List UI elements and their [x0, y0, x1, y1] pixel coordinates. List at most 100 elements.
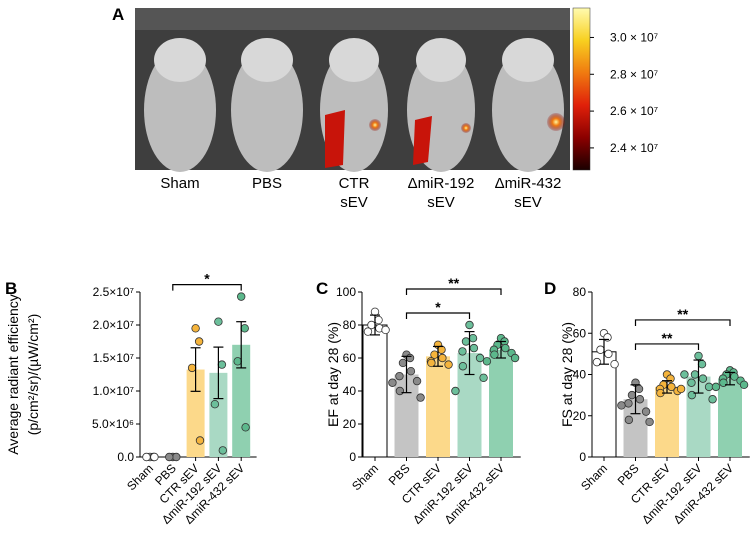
y-axis-label: FS at day 28 (%) — [559, 322, 575, 427]
x-tick-label: Sham — [124, 461, 156, 493]
data-point — [667, 382, 676, 392]
x-tick-label: Sham — [349, 461, 381, 493]
y-tick-label: 0 — [349, 450, 356, 464]
data-point — [363, 327, 373, 336]
colorbar-tick-label: 2.6 × 10⁷ — [610, 104, 658, 118]
data-point — [698, 374, 708, 383]
group-label: sEV — [340, 194, 368, 211]
data-point — [676, 384, 686, 394]
group-label: ΔmiR-192 — [408, 175, 475, 192]
data-point — [596, 345, 605, 354]
data-point — [451, 386, 460, 396]
panel-label: D — [544, 279, 556, 298]
significance-bracket — [405, 312, 471, 319]
bar — [362, 324, 388, 458]
data-point — [412, 376, 422, 386]
y-tick-label: 20 — [573, 409, 587, 423]
y-tick-label: 80 — [343, 318, 357, 332]
data-point — [704, 382, 714, 392]
data-point — [635, 395, 645, 404]
data-point — [233, 357, 242, 366]
data-point — [150, 452, 159, 462]
group-label: ΔmiR-432 — [495, 175, 562, 192]
data-point — [427, 358, 436, 368]
data-point — [405, 353, 415, 363]
data-point — [187, 363, 197, 373]
significance-bracket — [634, 319, 731, 326]
data-point — [142, 452, 151, 462]
y-tick-label: 40 — [573, 368, 587, 382]
colorbar-tick-label: 2.4 × 10⁷ — [610, 141, 658, 155]
data-point — [627, 390, 637, 400]
data-point — [739, 380, 749, 390]
significance-label: * — [435, 299, 441, 315]
data-point — [680, 370, 689, 379]
data-point — [236, 292, 246, 301]
data-point — [218, 446, 227, 455]
data-point — [194, 337, 204, 346]
colorbar-tick-label: 3.0 × 10⁷ — [610, 30, 658, 44]
data-point — [708, 395, 717, 404]
mouse-images — [135, 8, 570, 172]
data-point — [490, 350, 499, 359]
data-point — [592, 357, 602, 367]
data-point — [617, 401, 626, 410]
y-axis-label: (p/cm²/sr)/(µW/cm²) — [25, 314, 41, 436]
bar — [209, 372, 228, 457]
y-axis-label: Average radiant efficiency — [5, 294, 21, 455]
data-point — [687, 378, 696, 387]
significance-label: * — [204, 271, 210, 287]
data-point — [214, 317, 223, 326]
panel-label: B — [5, 279, 17, 298]
data-point — [645, 417, 654, 427]
data-point — [461, 337, 471, 346]
data-point — [395, 371, 404, 381]
y-tick-label: 0.0 — [117, 450, 134, 464]
panel-label: C — [316, 279, 328, 298]
data-point — [479, 373, 488, 382]
bar — [591, 351, 617, 458]
colorbar-tick-label: 2.8 × 10⁷ — [610, 67, 658, 81]
data-point — [604, 349, 613, 359]
data-point — [641, 407, 651, 416]
significance-bracket — [172, 284, 242, 291]
data-point — [240, 324, 249, 333]
data-point — [468, 334, 478, 343]
data-point — [395, 386, 405, 396]
data-point — [438, 353, 447, 363]
y-tick-label: 20 — [343, 417, 357, 431]
data-point — [374, 315, 383, 325]
data-point — [416, 393, 425, 402]
x-tick-label: Sham — [578, 461, 610, 493]
bar — [426, 356, 450, 457]
y-tick-label: 2.0×10⁷ — [93, 318, 134, 332]
data-point — [165, 452, 174, 462]
group-label: Sham — [160, 175, 199, 192]
data-point — [610, 359, 619, 369]
bar — [489, 349, 513, 457]
significance-bracket — [634, 343, 700, 350]
x-tick-label: PBS — [386, 461, 413, 488]
y-tick-label: 1.5×10⁷ — [93, 351, 134, 365]
data-point — [690, 370, 700, 379]
y-tick-label: 60 — [343, 351, 357, 365]
data-point — [444, 360, 453, 369]
data-point — [191, 324, 200, 333]
data-point — [465, 320, 474, 330]
y-tick-label: 40 — [343, 384, 357, 398]
y-tick-label: 80 — [573, 285, 587, 299]
data-point — [697, 359, 707, 369]
data-point — [624, 399, 633, 408]
data-point — [217, 360, 227, 369]
bar — [655, 386, 679, 457]
significance-label: ** — [662, 330, 673, 346]
significance-label: ** — [677, 306, 688, 322]
y-axis-label: EF at day 28 (%) — [325, 322, 341, 427]
group-label: sEV — [514, 194, 542, 211]
significance-label: ** — [448, 275, 459, 291]
significance-bracket — [405, 288, 502, 295]
group-label: sEV — [427, 194, 455, 211]
data-point — [634, 384, 644, 394]
data-point — [195, 436, 205, 445]
